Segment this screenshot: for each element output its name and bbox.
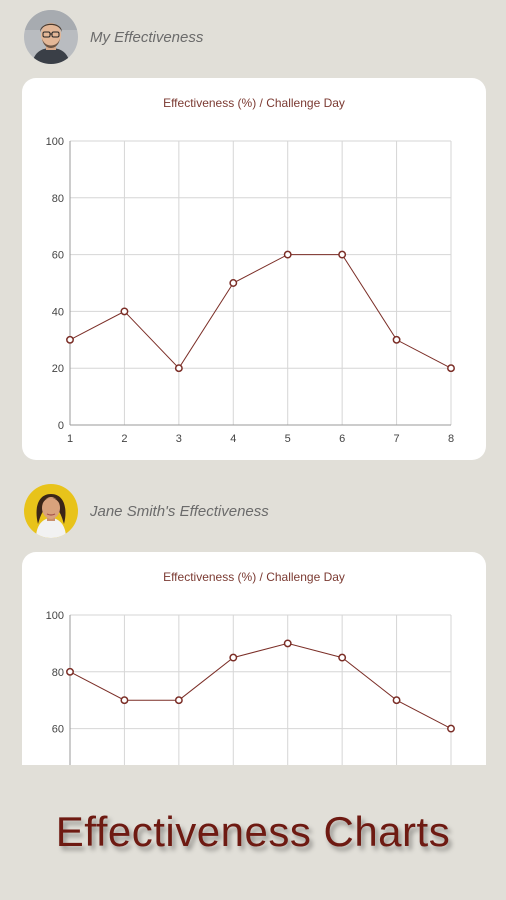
series-line — [69, 254, 452, 370]
app-feature-title: Effectiveness Charts — [55, 808, 451, 855]
data-point — [66, 335, 74, 344]
data-point — [447, 364, 455, 373]
x-tick-label: 8 — [448, 433, 454, 445]
x-tick-label: 5 — [285, 433, 291, 445]
effectiveness-line-chart: Effectiveness (%) / Challenge Day 60 80 10… — [46, 570, 455, 765]
chart-title: Effectiveness (%) / Challenge Day — [163, 96, 345, 110]
y-tick-label: 20 — [52, 363, 64, 375]
x-tick-label: 3 — [176, 433, 182, 445]
y-tick-label: 0 — [58, 420, 64, 432]
data-point — [392, 335, 401, 344]
data-point — [338, 250, 347, 259]
data-point — [174, 364, 183, 373]
y-tick-label: 40 — [52, 306, 64, 318]
x-tick-label: 1 — [67, 433, 73, 445]
x-tick-label: 4 — [230, 433, 236, 445]
x-tick-label: 6 — [339, 433, 345, 445]
data-point — [229, 279, 238, 287]
y-tick-label: 100 — [46, 610, 64, 622]
chart-card-my-effectiveness: Effectiveness (%) / Challenge Day 0 20 40 6… — [22, 78, 486, 460]
male-user-avatar-icon — [24, 10, 78, 64]
data-point — [338, 653, 347, 662]
data-point — [392, 696, 401, 705]
y-tick-label: 80 — [52, 667, 64, 679]
data-point — [447, 724, 455, 733]
data-point — [283, 250, 292, 259]
avatar[interactable] — [24, 484, 78, 538]
chart-title: Effectiveness (%) / Challenge Day — [163, 570, 345, 584]
x-tick-label: 7 — [394, 433, 400, 445]
profile-name: My Effectiveness — [90, 28, 204, 46]
data-point — [174, 696, 183, 705]
data-point — [120, 307, 129, 316]
avatar[interactable] — [24, 10, 78, 64]
x-tick-label: 2 — [121, 433, 127, 445]
data-point — [283, 639, 292, 648]
profile-row-jane-smith[interactable]: Jane Smith's Effectiveness — [24, 483, 269, 539]
chart-card-jane-smith: Effectiveness (%) / Challenge Day 60 80 10… — [22, 552, 486, 765]
y-tick-label: 100 — [46, 136, 64, 148]
y-tick-label: 60 — [52, 250, 64, 262]
grid — [69, 140, 452, 426]
effectiveness-line-chart: Effectiveness (%) / Challenge Day 0 20 40 6… — [46, 96, 455, 445]
data-point — [120, 696, 129, 705]
data-point — [66, 667, 74, 676]
grid — [69, 614, 452, 765]
y-tick-label: 60 — [52, 724, 64, 736]
female-user-avatar-icon — [24, 484, 78, 538]
series-line — [69, 642, 452, 730]
data-point — [229, 653, 238, 662]
y-tick-label: 80 — [52, 193, 64, 205]
profile-row-me[interactable]: My Effectiveness — [24, 9, 203, 65]
profile-name: Jane Smith's Effectiveness — [90, 502, 269, 520]
